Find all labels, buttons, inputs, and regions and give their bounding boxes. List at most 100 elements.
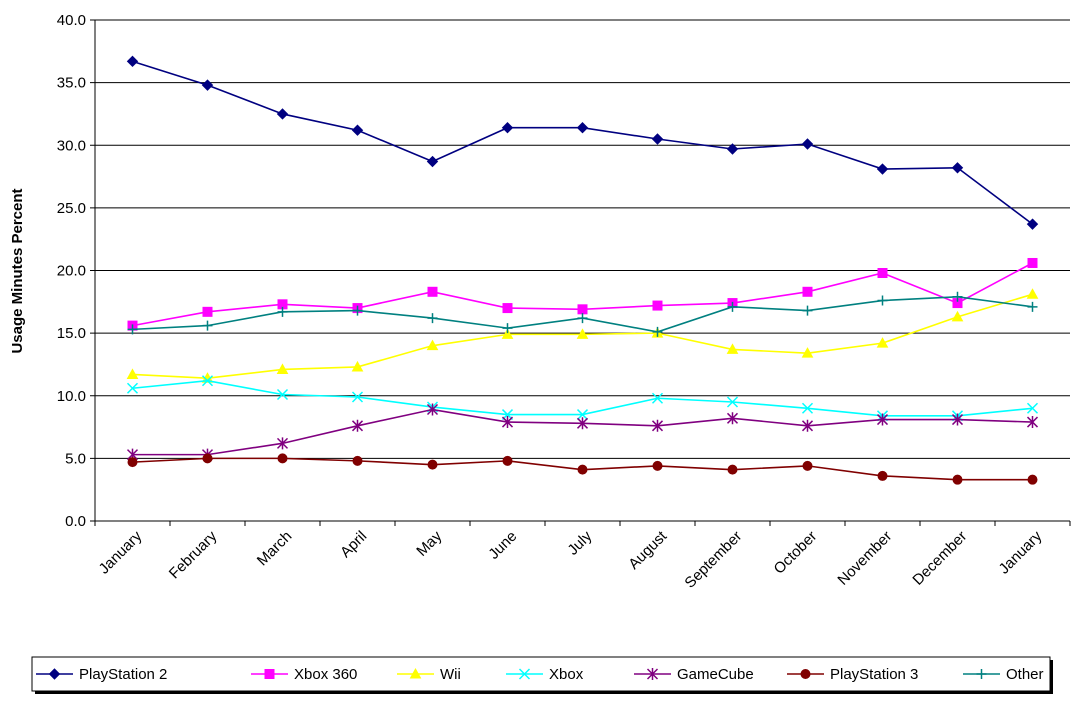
data-point xyxy=(501,328,514,339)
legend-item-xbox: Xbox xyxy=(506,666,584,683)
y-axis-title: Usage Minutes Percent xyxy=(9,188,26,353)
legend-label: Wii xyxy=(440,666,461,683)
data-point xyxy=(802,286,813,297)
data-point xyxy=(277,453,288,464)
legend: PlayStation 2 Xbox 360 Wii Xbox GameCube Play… xyxy=(31,656,1053,694)
data-point xyxy=(1027,474,1038,485)
series-gamecube xyxy=(126,403,1039,461)
data-point xyxy=(952,291,963,302)
x-tick-label: February xyxy=(166,527,221,582)
data-point xyxy=(951,413,964,426)
data-point xyxy=(802,460,813,471)
data-point xyxy=(277,306,288,317)
legend-label: PlayStation 3 xyxy=(830,666,918,683)
series-line xyxy=(132,379,1033,417)
data-point xyxy=(352,305,363,316)
data-point xyxy=(577,464,588,475)
data-point xyxy=(426,339,439,351)
data-point xyxy=(201,375,214,387)
data-point xyxy=(126,368,139,379)
x-tick-label: April xyxy=(337,528,370,561)
x-tick-label: May xyxy=(413,527,445,559)
series-other xyxy=(127,291,1038,337)
data-point xyxy=(877,470,888,481)
x-tick-label: June xyxy=(485,528,520,563)
data-point xyxy=(276,437,289,450)
data-point xyxy=(276,108,289,120)
data-point xyxy=(351,360,364,372)
legend-label: GameCube xyxy=(677,666,754,683)
series-xbox xyxy=(126,375,1039,422)
data-point xyxy=(202,453,213,464)
data-point xyxy=(651,133,664,145)
legend-item-gamecube: GameCube xyxy=(634,666,754,683)
data-point xyxy=(577,304,588,315)
data-point xyxy=(502,303,513,314)
data-point xyxy=(652,460,663,471)
data-point xyxy=(427,286,438,297)
legend-marker xyxy=(518,668,531,680)
data-point xyxy=(576,417,589,430)
y-tick-label: 5.0 xyxy=(65,450,86,467)
x-tick-label: November xyxy=(834,528,895,589)
series-lines xyxy=(126,55,1039,485)
y-tick-label: 0.0 xyxy=(65,513,86,530)
data-point xyxy=(651,419,664,432)
series-playstation-2 xyxy=(126,55,1039,230)
data-point xyxy=(502,323,513,334)
data-point xyxy=(202,306,213,317)
y-tick-label: 35.0 xyxy=(57,75,86,92)
data-point xyxy=(351,391,364,403)
data-point xyxy=(876,337,889,348)
data-point xyxy=(276,363,289,374)
data-point xyxy=(576,328,589,339)
data-point xyxy=(201,79,214,91)
data-point xyxy=(801,347,814,358)
gridlines xyxy=(95,19,1070,459)
legend-label: Xbox xyxy=(549,666,584,683)
x-tick-label: January xyxy=(96,527,146,577)
data-point xyxy=(877,295,888,306)
data-point xyxy=(726,396,739,408)
data-point xyxy=(952,474,963,485)
axes: 0.0 5.0 10.0 15.0 20.0 25.0 30.0 35.0 40.0 Januar… xyxy=(57,12,1071,592)
data-point xyxy=(801,402,814,414)
data-point xyxy=(576,122,589,134)
x-tick-label: August xyxy=(625,527,671,573)
data-point xyxy=(127,324,138,335)
series-playstation-3 xyxy=(127,453,1038,485)
x-tick-label: March xyxy=(254,528,295,569)
x-tick-label: July xyxy=(564,527,595,558)
data-point xyxy=(726,412,739,425)
data-point xyxy=(576,409,589,421)
series-line xyxy=(132,60,1033,225)
data-point xyxy=(652,300,663,311)
data-point xyxy=(501,416,514,429)
data-point xyxy=(276,388,289,401)
y-tick-label: 40.0 xyxy=(57,12,86,29)
data-point xyxy=(651,392,664,404)
x-tick-label: December xyxy=(909,528,970,589)
legend-item-playstation-2: PlayStation 2 xyxy=(36,666,167,683)
x-tick-label: September xyxy=(681,528,745,592)
legend-marker xyxy=(264,669,275,679)
data-point xyxy=(351,124,364,136)
data-point xyxy=(1026,402,1039,414)
data-point xyxy=(426,403,439,416)
data-point xyxy=(876,163,889,175)
data-point xyxy=(1026,416,1039,429)
legend-item-other: Other xyxy=(963,666,1044,683)
data-point xyxy=(876,413,889,426)
y-tick-label: 10.0 xyxy=(57,388,86,405)
data-point xyxy=(652,326,663,337)
y-tick-label: 30.0 xyxy=(57,137,86,154)
data-point xyxy=(727,464,738,475)
data-point xyxy=(127,457,138,468)
data-point xyxy=(502,455,513,466)
legend-marker xyxy=(976,669,987,679)
data-point xyxy=(577,313,588,324)
data-point xyxy=(726,343,739,354)
data-point xyxy=(727,301,738,312)
